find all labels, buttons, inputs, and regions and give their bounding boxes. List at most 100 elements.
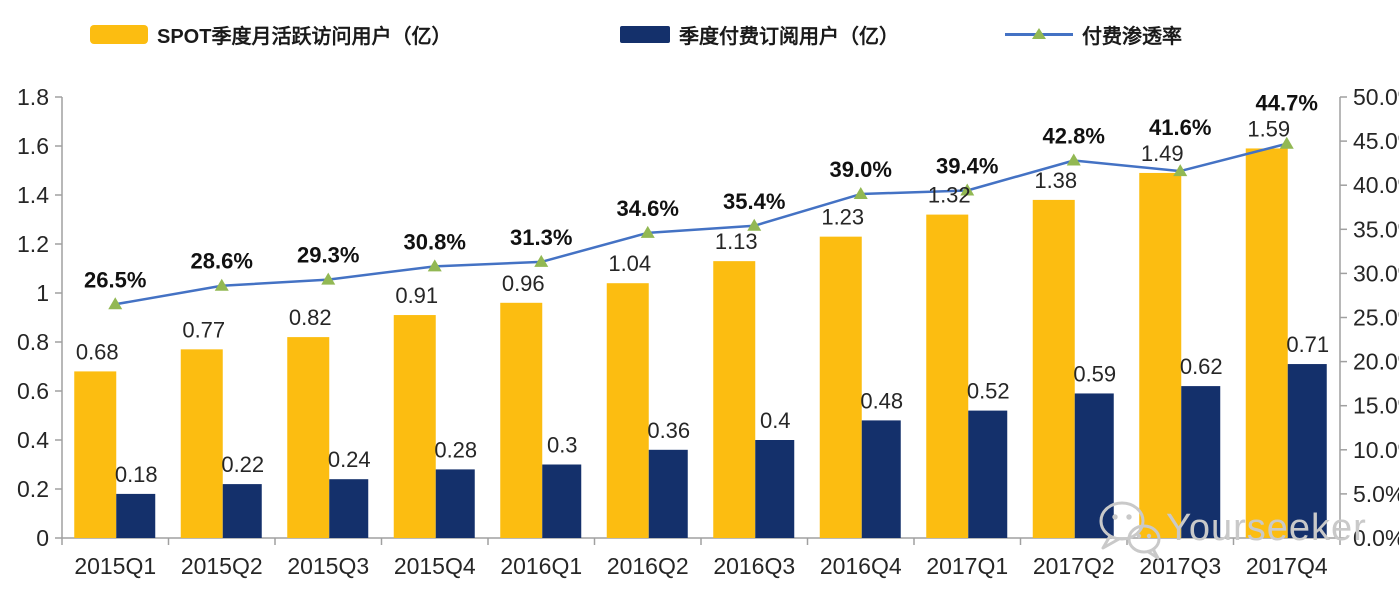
penetration-pct-label: 39.4% — [936, 153, 998, 178]
subscribers-value-label: 0.24 — [328, 447, 371, 472]
x-category-label: 2017Q4 — [1246, 553, 1328, 579]
penetration-pct-label: 30.8% — [404, 229, 466, 254]
y-left-tick-label: 1.8 — [17, 84, 49, 110]
penetration-marker — [640, 225, 655, 238]
subscribers-value-label: 0.18 — [115, 462, 158, 487]
penetration-pct-label: 34.6% — [617, 196, 679, 221]
y-left-tick-label: 0.4 — [17, 427, 49, 453]
y-left-tick-label: 0 — [36, 525, 49, 551]
y-left-tick-label: 0.2 — [17, 476, 49, 502]
mau-bar — [500, 302, 543, 538]
penetration-marker — [1066, 153, 1081, 166]
y-left-tick-label: 0.6 — [17, 378, 49, 404]
penetration-pct-label: 31.3% — [510, 225, 572, 250]
y-right-tick-label: 5.0% — [1353, 481, 1399, 507]
mau-bar — [393, 315, 436, 538]
subscribers-value-label: 0.22 — [221, 452, 264, 477]
subscribers-bar — [968, 410, 1008, 538]
subscribers-bar — [222, 484, 262, 538]
subscribers-bar — [648, 449, 688, 538]
mau-legend-swatch — [90, 25, 148, 44]
x-category-label: 2015Q3 — [287, 553, 369, 579]
mau-value-label: 0.91 — [395, 283, 438, 308]
x-category-label: 2016Q2 — [607, 553, 689, 579]
penetration-marker — [108, 297, 123, 310]
mau-value-label: 1.13 — [715, 229, 758, 254]
y-left-tick-label: 1 — [36, 280, 49, 306]
subscribers-bar — [1181, 386, 1221, 538]
mau-value-label: 0.77 — [182, 317, 225, 342]
mau-bar — [1139, 172, 1182, 538]
x-category-label: 2015Q2 — [181, 553, 263, 579]
penetration-marker — [1279, 136, 1294, 149]
penetration-marker — [1173, 164, 1188, 177]
subscribers-value-label: 0.59 — [1073, 361, 1116, 386]
mau-value-label: 0.82 — [289, 305, 332, 330]
y-right-tick-label: 20.0% — [1353, 349, 1399, 375]
y-right-tick-label: 0.0% — [1353, 525, 1399, 551]
mau-value-label: 1.32 — [928, 183, 971, 208]
x-category-label: 2015Q1 — [74, 553, 156, 579]
mau-value-label: 1.23 — [821, 205, 864, 230]
penetration-legend-label: 付费渗透率 — [1082, 26, 1182, 48]
watermark-text: Yourseeker — [1166, 506, 1367, 549]
y-right-tick-label: 25.0% — [1353, 305, 1399, 331]
mau-value-label: 1.04 — [608, 251, 651, 276]
subscribers-bar — [1287, 364, 1327, 538]
subscribers-bar — [329, 479, 369, 538]
legend-item-subscribers: 季度付费订阅用户（亿） — [620, 20, 899, 49]
penetration-marker — [960, 183, 975, 196]
mau-bar — [74, 371, 117, 538]
penetration-marker — [427, 259, 442, 272]
penetration-marker — [321, 272, 336, 285]
mau-value-label: 1.38 — [1034, 168, 1077, 193]
mau-bar — [1245, 148, 1288, 538]
penetration-pct-label: 26.5% — [84, 267, 146, 292]
y-right-tick-label: 10.0% — [1353, 437, 1399, 463]
x-category-label: 2015Q4 — [394, 553, 476, 579]
subscribers-value-label: 0.62 — [1180, 354, 1223, 379]
y-left-tick-label: 1.6 — [17, 133, 49, 159]
penetration-line — [115, 142, 1288, 306]
penetration-pct-label: 35.4% — [723, 189, 785, 214]
penetration-legend-swatch — [1005, 28, 1073, 39]
x-category-label: 2016Q1 — [500, 553, 582, 579]
mau-bar — [287, 337, 330, 538]
penetration-pct-label: 44.7% — [1256, 90, 1318, 115]
triangle-marker-icon — [1032, 28, 1046, 39]
y-right-tick-label: 40.0% — [1353, 172, 1399, 198]
subscribers-value-label: 0.28 — [434, 437, 477, 462]
x-category-label: 2017Q1 — [926, 553, 1008, 579]
x-category-label: 2016Q4 — [820, 553, 902, 579]
mau-value-label: 1.59 — [1247, 116, 1290, 141]
legend-item-penetration: 付费渗透率 — [1005, 20, 1182, 49]
legend-item-mau: SPOT季度月活跃访问用户（亿） — [90, 20, 451, 49]
subscribers-value-label: 0.71 — [1286, 332, 1329, 357]
subscribers-value-label: 0.48 — [860, 388, 903, 413]
mau-bar — [1032, 199, 1075, 538]
penetration-pct-label: 39.0% — [830, 157, 892, 182]
penetration-marker — [534, 254, 549, 267]
penetration-pct-label: 42.8% — [1043, 124, 1105, 149]
y-right-tick-label: 35.0% — [1353, 216, 1399, 242]
subscribers-value-label: 0.3 — [547, 433, 578, 458]
mau-legend-label: SPOT季度月活跃访问用户（亿） — [157, 26, 452, 48]
subscribers-bar — [542, 464, 582, 538]
penetration-pct-label: 29.3% — [297, 243, 359, 268]
mau-value-label: 1.49 — [1141, 141, 1184, 166]
x-category-label: 2017Q2 — [1033, 553, 1115, 579]
y-right-tick-label: 45.0% — [1353, 128, 1399, 154]
y-left-tick-label: 1.2 — [17, 231, 49, 257]
mau-bar — [606, 283, 649, 538]
penetration-marker — [853, 187, 868, 200]
y-right-tick-label: 15.0% — [1353, 393, 1399, 419]
subscribers-legend-label: 季度付费订阅用户（亿） — [679, 26, 899, 48]
penetration-pct-label: 41.6% — [1149, 115, 1211, 140]
y-right-tick-label: 30.0% — [1353, 260, 1399, 286]
y-left-tick-label: 1.4 — [17, 182, 49, 208]
watermark: Yourseeker — [1096, 496, 1367, 560]
mau-bar — [819, 236, 862, 538]
